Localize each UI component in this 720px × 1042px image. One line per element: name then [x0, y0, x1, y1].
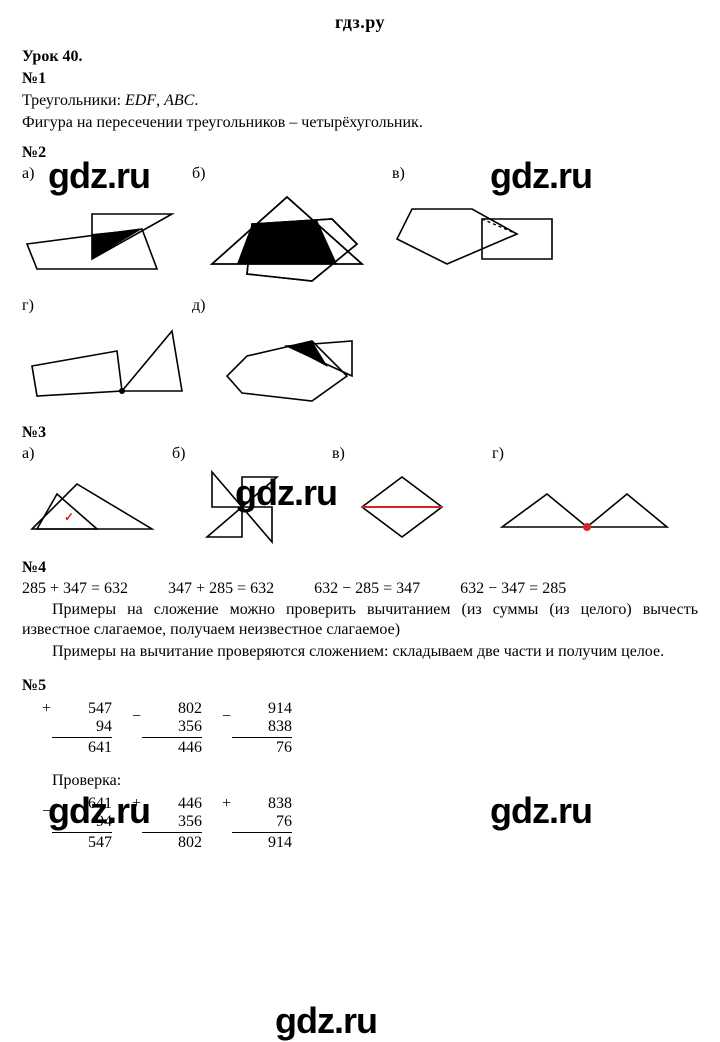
- triangles-1: EDF: [125, 92, 156, 109]
- val: 94: [52, 813, 112, 831]
- task1-number: №1: [22, 69, 698, 89]
- val: 356: [142, 813, 202, 831]
- task3-number: №3: [22, 423, 698, 443]
- text: Треугольники:: [22, 92, 125, 109]
- val: 914: [268, 700, 292, 717]
- text: .: [194, 92, 198, 109]
- task3-labels: а) б) в) г): [22, 445, 698, 463]
- site-header: гдз.ру: [22, 12, 698, 33]
- sign: +: [42, 700, 51, 718]
- task4-p1: Примеры на сложение можно проверить вычи…: [22, 600, 698, 640]
- sign: −: [222, 708, 231, 726]
- label-2c: в): [392, 165, 562, 183]
- task1-line2: Фигура на пересечении треугольников – че…: [22, 113, 698, 133]
- check-label: Проверка:: [52, 771, 698, 791]
- task4-equations: 285 + 347 = 632 347 + 285 = 632 632 − 28…: [22, 580, 698, 598]
- label-2d: д): [192, 297, 362, 315]
- svg-text:✓: ✓: [244, 496, 253, 508]
- text: ,: [156, 92, 164, 109]
- fig-2c: [392, 189, 572, 289]
- sign: +: [132, 795, 141, 813]
- label-2b: б): [192, 165, 392, 183]
- fig-3g: [492, 469, 672, 544]
- col-calc: −802 356 446: [142, 700, 202, 757]
- document-page: гдз.ру gdz.ru gdz.ru gdz.ru gdz.ru gdz.r…: [0, 0, 720, 1041]
- val: 547: [52, 834, 112, 852]
- eq: 632 − 347 = 285: [460, 580, 566, 598]
- task2-figs-row1: [22, 189, 698, 289]
- task3-figs: ✓ ✓: [22, 469, 698, 544]
- sign: −: [132, 708, 141, 726]
- task2-figs-row2: [22, 321, 698, 411]
- task1-line1: Треугольники: EDF, ABC.: [22, 91, 698, 111]
- fig-2d: [202, 321, 382, 411]
- fig-3c: [332, 469, 492, 544]
- triangles-2: ABC: [164, 92, 194, 109]
- watermark: gdz.ru: [275, 1000, 377, 1042]
- val: 641: [52, 739, 112, 757]
- col-calc: +547 94 641: [52, 700, 112, 757]
- label-2a: а): [22, 165, 192, 183]
- val: 838: [232, 718, 292, 736]
- task5-number: №5: [22, 676, 698, 696]
- col-calc: −641 94 547: [52, 795, 112, 852]
- val: 356: [142, 718, 202, 736]
- label-2g: г): [22, 297, 192, 315]
- col-calc: +838 76 914: [232, 795, 292, 852]
- col-calc: +446 356 802: [142, 795, 202, 852]
- val: 838: [268, 795, 292, 812]
- val: 802: [178, 700, 202, 717]
- task5-set2: −641 94 547 +446 356 802 +838 76 914: [52, 795, 698, 852]
- eq: 632 − 285 = 347: [314, 580, 420, 598]
- val: 446: [178, 795, 202, 812]
- col-calc: −914 838 76: [232, 700, 292, 757]
- sign: −: [42, 803, 51, 821]
- fig-3a: ✓: [22, 469, 172, 544]
- task5-set1: +547 94 641 −802 356 446 −914 838 76: [52, 700, 698, 757]
- lesson-title: Урок 40.: [22, 47, 698, 67]
- val: 76: [232, 813, 292, 831]
- val: 641: [88, 795, 112, 812]
- val: 802: [142, 834, 202, 852]
- fig-3b: ✓: [172, 469, 332, 544]
- sign: +: [222, 795, 231, 813]
- fig-2a: [22, 189, 192, 289]
- val: 446: [142, 739, 202, 757]
- label-3a: а): [22, 445, 172, 463]
- label-3c: в): [332, 445, 492, 463]
- val: 547: [88, 700, 112, 717]
- val: 914: [232, 834, 292, 852]
- val: 94: [52, 718, 112, 736]
- svg-text:✓: ✓: [64, 510, 74, 524]
- task2-labels-row2: г) д): [22, 297, 698, 315]
- eq: 347 + 285 = 632: [168, 580, 274, 598]
- label-3b: б): [172, 445, 332, 463]
- task4-number: №4: [22, 558, 698, 578]
- task4-p2: Примеры на вычитание проверяются сложени…: [22, 642, 698, 662]
- val: 76: [232, 739, 292, 757]
- eq: 285 + 347 = 632: [22, 580, 128, 598]
- fig-2g: [22, 321, 202, 411]
- task2-labels-row1: а) б) в): [22, 165, 698, 183]
- fig-2b: [192, 189, 392, 289]
- task2-number: №2: [22, 143, 698, 163]
- label-3g: г): [492, 445, 504, 463]
